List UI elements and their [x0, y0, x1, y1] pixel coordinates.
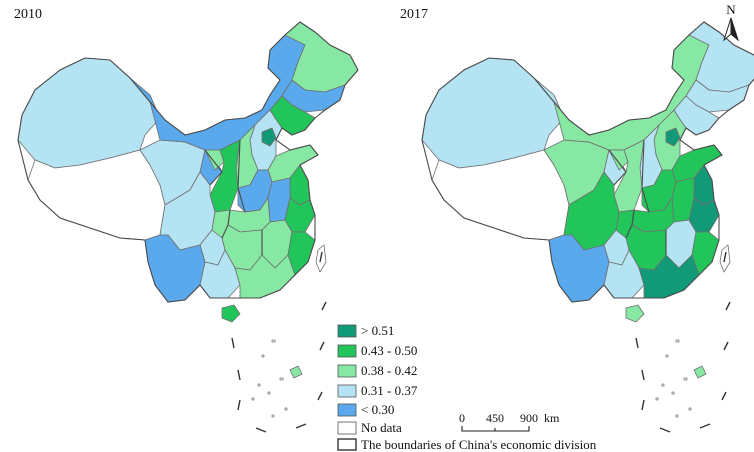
scale-tick-0: 0: [459, 411, 465, 425]
legend-label-4: < 0.30: [361, 402, 394, 417]
scale-tick-450: 450: [486, 411, 504, 425]
north-arrow-label: N: [726, 2, 736, 17]
region-island-inset-2017: [693, 365, 707, 379]
region-inner-mongolia: [149, 29, 306, 151]
legend-label-3: 0.31 - 0.37: [361, 383, 418, 398]
map-title-2017: 2017: [400, 7, 428, 22]
scale-bar: 0 450 900 km: [459, 411, 560, 432]
legend-swatch-0: [337, 324, 357, 338]
legend-swatch-1: [337, 344, 357, 358]
region-hainan-2017: [625, 304, 645, 323]
south-china-sea-dashes-2017: [635, 251, 731, 433]
north-arrow-icon: [722, 17, 732, 42]
region-ningxia: [204, 149, 225, 171]
scale-unit: km: [544, 411, 560, 425]
region-island-inset-2010: [289, 365, 303, 379]
legend-swatch-2: [337, 364, 357, 378]
map-2010: 2010: [14, 7, 359, 433]
scale-tick-900: 900: [520, 411, 538, 425]
south-china-sea-islands-2017: [655, 339, 707, 418]
region-inner-mongolia-2017: [553, 29, 710, 151]
economic-division-boundary-2010: [17, 21, 359, 303]
region-ningxia-2017: [608, 149, 629, 171]
legend-swatch-5: [337, 421, 357, 435]
south-china-sea-islands-2010: [251, 339, 303, 418]
economic-division-boundary-2017: [421, 21, 754, 303]
legend-label-0: > 0.51: [361, 323, 394, 338]
legend-swatch-3: [337, 384, 357, 398]
north-arrow: N: [722, 2, 740, 42]
legend-swatch-4: [337, 403, 357, 417]
map-title-2010: 2010: [14, 7, 42, 22]
legend-label-1: 0.43 - 0.50: [361, 343, 417, 358]
south-china-sea-dashes-2010: [231, 251, 327, 433]
legend-boundary-label: The boundaries of China's economic divis…: [361, 437, 597, 452]
legend-label-2: 0.38 - 0.42: [361, 363, 417, 378]
legend-label-5: No data: [361, 420, 402, 435]
legend-boundary-swatch: [337, 438, 357, 451]
region-hainan: [221, 304, 241, 323]
legend: > 0.51 0.43 - 0.50 0.38 - 0.42 0.31 - 0.…: [337, 323, 597, 452]
scale-bar-line: [461, 426, 530, 432]
map-2017: 2017: [400, 7, 754, 433]
